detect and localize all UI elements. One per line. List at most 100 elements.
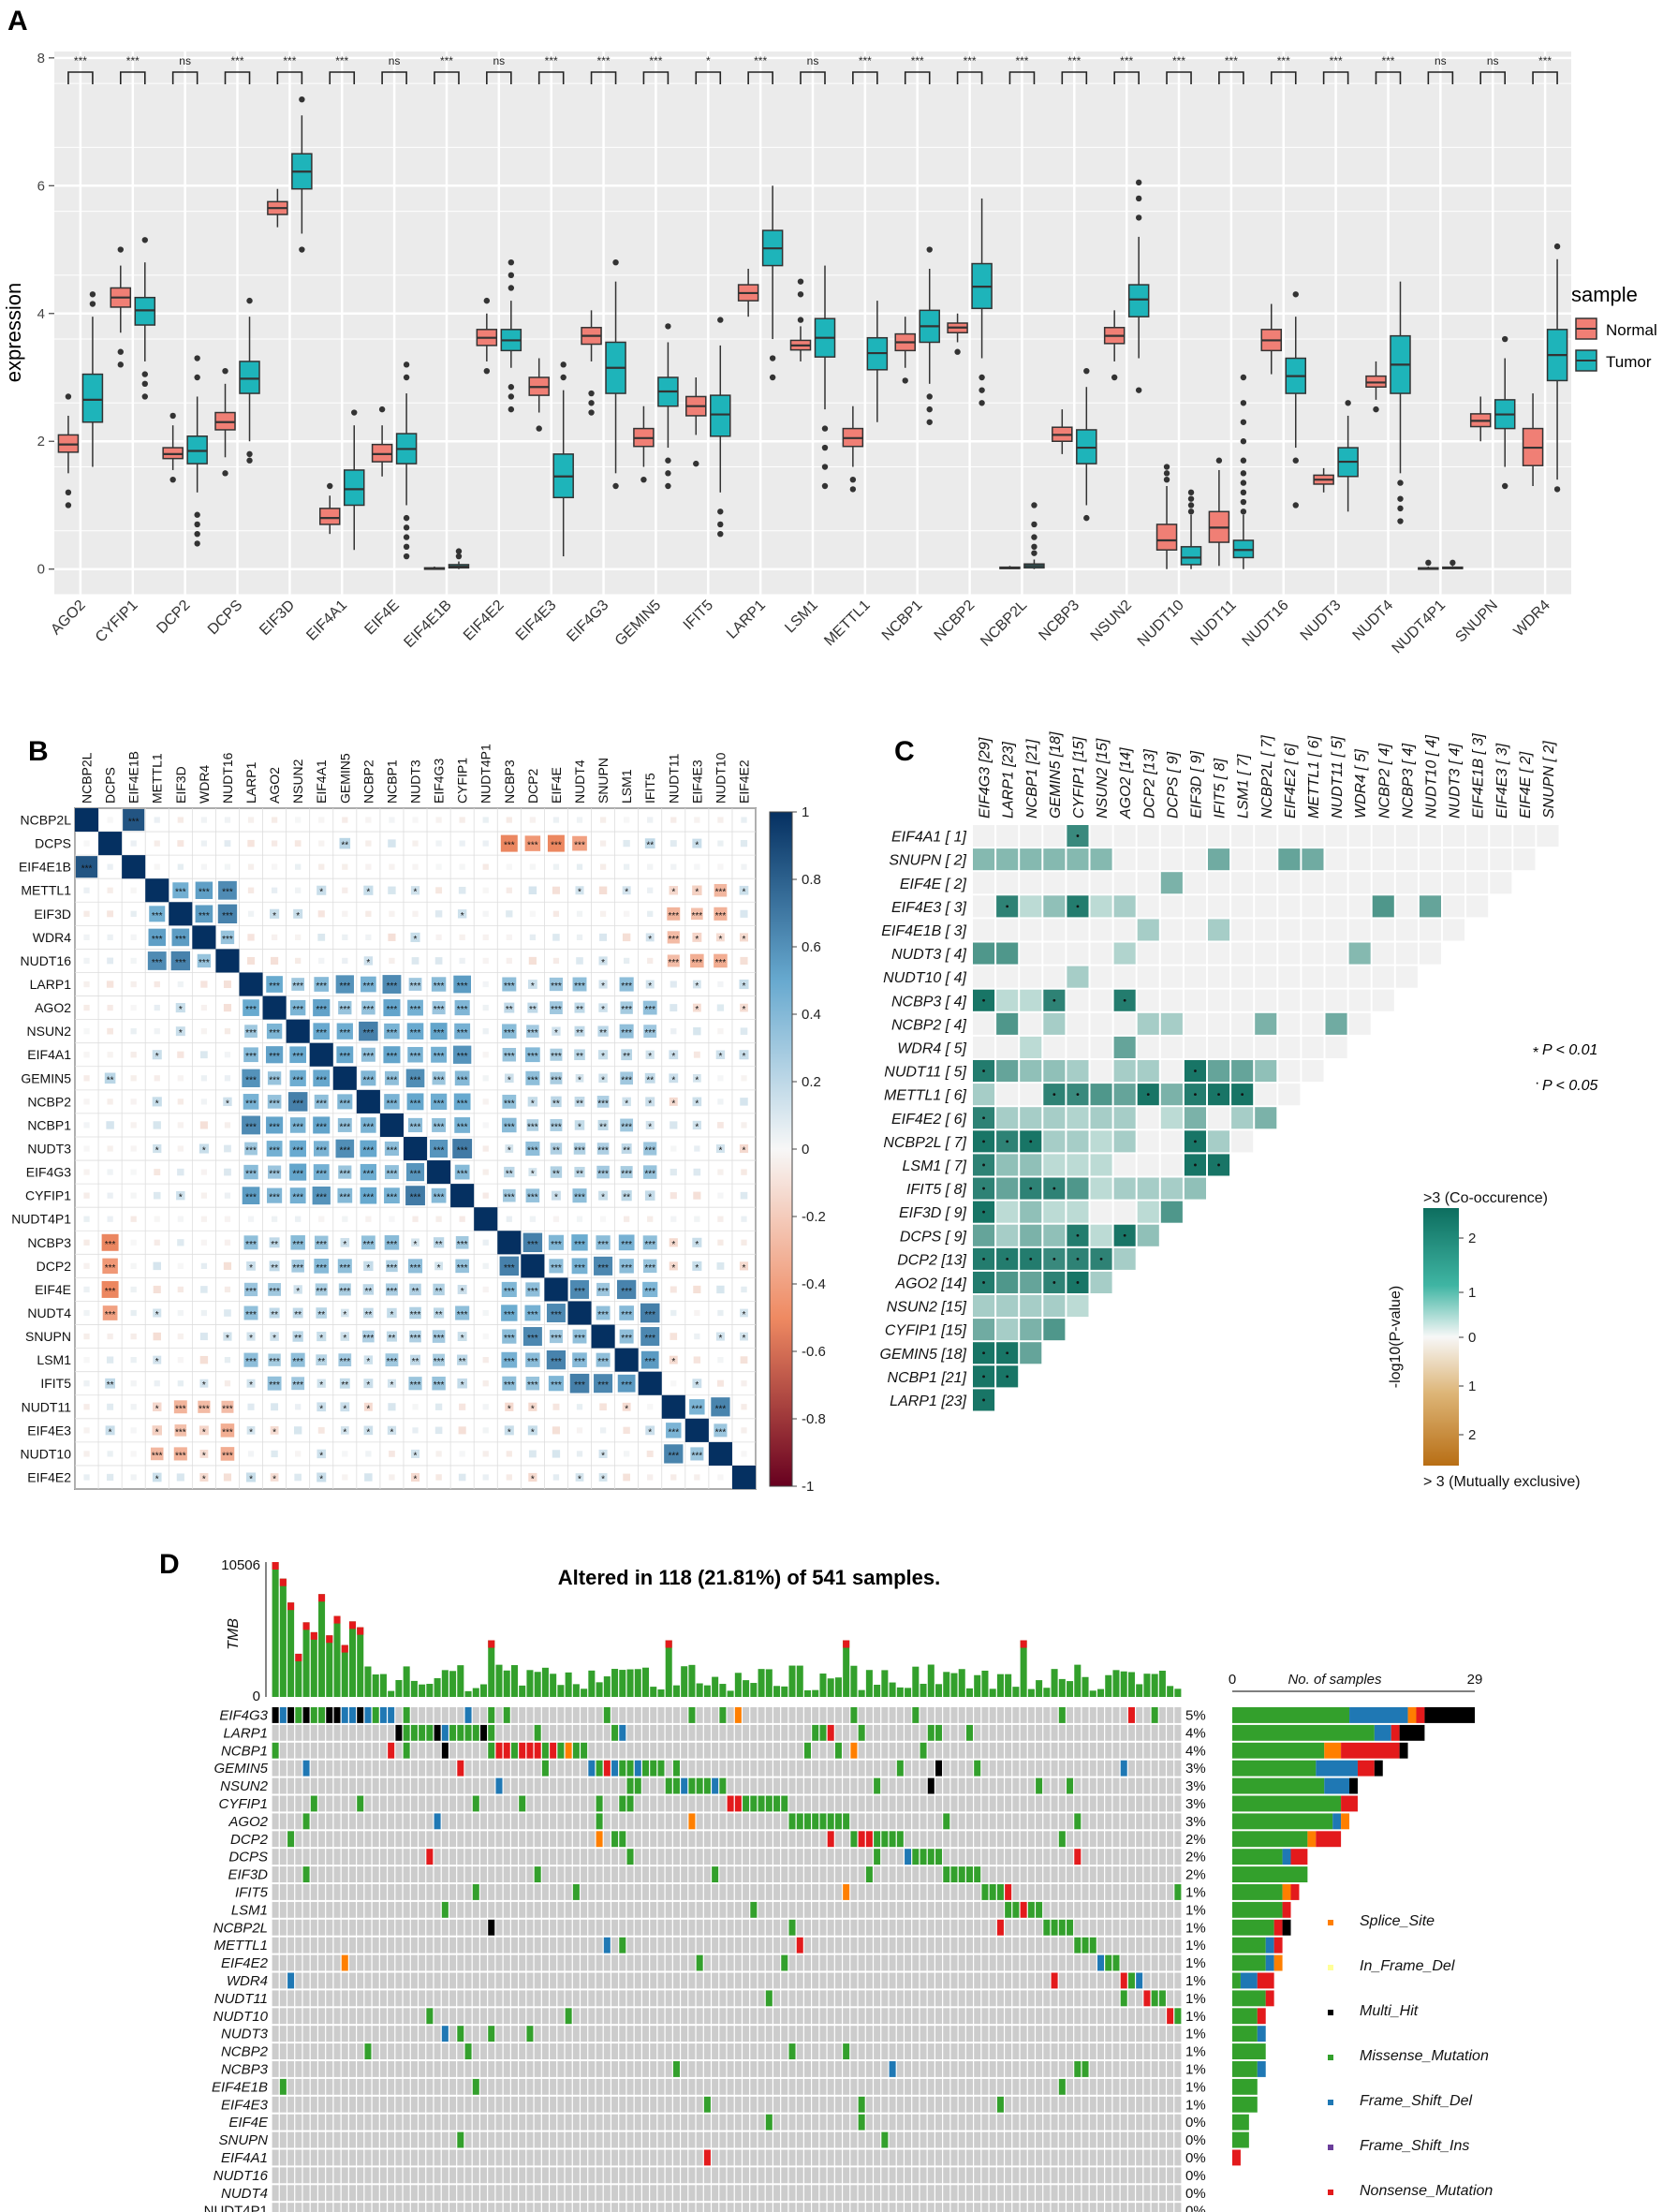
oncoplot-empty-cell [974, 2008, 981, 2025]
corr-cell [502, 1047, 517, 1062]
oncoplot-empty-cell [302, 1972, 310, 1989]
corr-cell [459, 1216, 465, 1222]
oncoplot-empty-cell [781, 1777, 788, 1794]
oncoplot-empty-cell [1089, 1777, 1096, 1794]
oncoplot-empty-cell [318, 1901, 326, 1918]
oncoplot-empty-cell [541, 2078, 549, 2095]
cooccurrence-cell [1255, 1012, 1277, 1035]
oncoplot-empty-cell [965, 1831, 973, 1848]
oncoplot-empty-cell [703, 1707, 711, 1723]
oncoplot-empty-cell [803, 1901, 812, 1918]
oncoplot-empty-cell [550, 2061, 557, 2077]
oncoplot-empty-cell [581, 1795, 588, 1812]
oncoplot-empty-cell [626, 2008, 634, 2025]
box-outlier [141, 380, 148, 388]
mutation-cell [388, 1707, 395, 1723]
oncoplot-empty-cell [1089, 2078, 1096, 2095]
corr-star: * [601, 1193, 605, 1203]
oncoplot-empty-cell [688, 1866, 696, 1882]
corr-cell [362, 1284, 375, 1295]
oncoplot-empty-cell [1036, 1937, 1043, 1954]
corr-cell [223, 1332, 232, 1341]
oncoplot-empty-cell [858, 1884, 865, 1900]
corr-cell [384, 1187, 400, 1204]
mutation-cell [410, 1724, 418, 1741]
row-label: EIF4E [ 2] [900, 877, 967, 892]
mutation-cell [750, 1795, 758, 1812]
corr-star: * [648, 1099, 652, 1109]
oncoplot-empty-cell [1012, 1707, 1020, 1723]
box-outlier [508, 258, 515, 266]
oncoplot-empty-cell [1136, 1724, 1143, 1741]
oncoplot-empty-cell [1127, 1760, 1135, 1777]
corr-cell [171, 928, 190, 947]
cooccurrence-cell [1184, 1107, 1206, 1129]
corr-cell [670, 1333, 678, 1340]
oncoplot-empty-cell [357, 1777, 364, 1794]
mutation-cell [896, 1831, 904, 1848]
corr-cell [412, 817, 419, 823]
oncoplot-empty-cell [557, 1972, 565, 1989]
oncoplot-empty-cell [1112, 2078, 1120, 2095]
oncoplot-empty-cell [858, 2043, 865, 2059]
oncoplot-empty-cell [318, 1884, 326, 1900]
oncoplot-empty-cell [364, 1813, 372, 1830]
oncoplot-empty-cell [858, 2026, 865, 2042]
oncoplot-empty-cell [326, 1724, 333, 1741]
oncoplot-empty-cell [819, 1777, 827, 1794]
oncoplot-empty-cell [480, 1972, 488, 1989]
oncoplot-empty-cell [395, 2043, 403, 2059]
corr-cell [690, 953, 704, 968]
oncoplot-empty-cell [803, 2043, 812, 2059]
corr-star: * [319, 1334, 323, 1344]
oncoplot-empty-cell [410, 1742, 418, 1759]
oncoplot-empty-cell [905, 1831, 912, 1848]
corr-star: ** [341, 841, 348, 851]
box-outlier [299, 246, 305, 253]
oncoplot-empty-cell [1058, 1813, 1066, 1830]
oncoplot-empty-cell [434, 1707, 441, 1723]
corr-star: *** [551, 981, 562, 992]
corr-cell [342, 957, 348, 965]
mutation-cell [1051, 1972, 1058, 1989]
oncoplot-empty-cell [750, 1972, 758, 1989]
oncoplot-empty-cell [896, 1901, 904, 1918]
cooccurrence-cell [1090, 942, 1112, 965]
corr-star: *** [339, 1287, 350, 1297]
corr-star: *** [527, 1052, 538, 1062]
oncoplot-empty-cell [788, 1760, 796, 1777]
oncoplot-empty-cell [272, 1937, 279, 1954]
gene-label: NCBP2 [221, 2044, 269, 2060]
corr-cell [670, 1286, 677, 1293]
corr-star: ** [412, 1287, 419, 1297]
oncoplot-empty-cell [912, 1866, 920, 1882]
cooccurrence-sig-dot [1029, 1257, 1033, 1261]
corr-cell [83, 1028, 90, 1035]
corr-star: * [202, 1427, 206, 1438]
oncoplot-empty-cell [626, 2026, 634, 2042]
oncoplot-empty-cell [981, 1866, 989, 1882]
corr-cell [199, 1121, 208, 1129]
corr-star: ** [271, 1310, 278, 1320]
oncoplot-empty-cell [650, 1724, 657, 1741]
oncoplot-empty-cell [603, 2043, 611, 2059]
corr-cell [98, 832, 123, 856]
oncoplot-empty-cell [781, 2026, 788, 2042]
corr-cell [271, 863, 278, 870]
oncoplot-empty-cell [803, 1954, 812, 1971]
corr-cell [412, 910, 419, 917]
corr-cell [340, 1402, 350, 1412]
corr-star: *** [668, 935, 679, 945]
oncoplot-empty-cell [881, 1954, 889, 1971]
box-outlier [1240, 400, 1247, 406]
corr-star: *** [128, 818, 140, 828]
corr-cell [243, 1305, 258, 1320]
oncoplot-empty-cell [395, 1831, 403, 1848]
corr-star: * [461, 1287, 464, 1297]
oncoplot-empty-cell [1174, 1972, 1182, 1989]
oncoplot-empty-cell [927, 1937, 935, 1954]
oncoplot-empty-cell [488, 1795, 495, 1812]
oncoplot-empty-cell [302, 1742, 310, 1759]
cooccurrence-cell [1231, 942, 1254, 965]
oncoplot-empty-cell [1105, 1919, 1112, 1936]
